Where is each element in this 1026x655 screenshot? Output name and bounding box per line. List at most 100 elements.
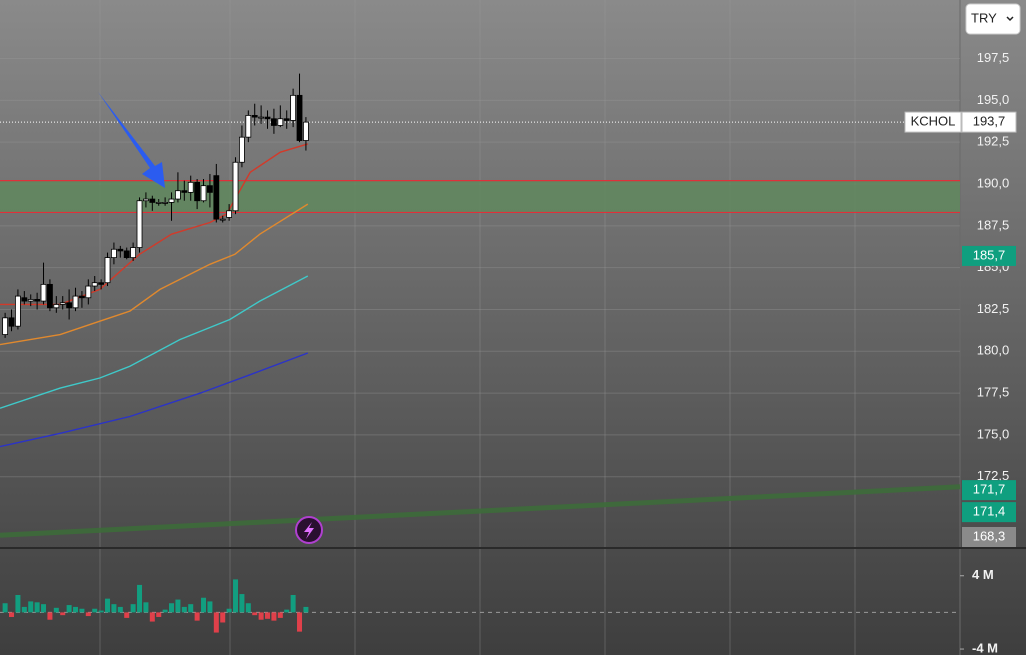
volume-bar — [226, 608, 232, 613]
candle-body — [47, 283, 53, 309]
candle-body — [136, 200, 143, 248]
volume-bar — [85, 612, 91, 617]
y-tick-label: 190,0 — [977, 175, 1010, 190]
candle-body — [111, 248, 117, 259]
candle-body — [290, 94, 297, 121]
candle-body — [91, 282, 98, 287]
symbol-label: KCHOL — [911, 114, 956, 129]
candle-body — [21, 297, 28, 302]
candle-body — [277, 118, 284, 126]
currency-box[interactable] — [965, 3, 1021, 35]
symbol-tag — [904, 111, 962, 133]
price-tag — [962, 502, 1016, 523]
candle-body — [251, 115, 258, 118]
candle-body — [232, 161, 239, 212]
y-tick-label: 175,0 — [977, 426, 1010, 441]
candle-body — [168, 198, 175, 203]
candle-body — [207, 185, 213, 193]
volume-bar — [53, 607, 59, 613]
volume-bar — [2, 603, 8, 613]
volume-bar — [265, 612, 271, 619]
candle-body — [143, 198, 149, 202]
y-tick-label: 187,5 — [977, 217, 1010, 232]
candle-body — [85, 285, 92, 299]
volume-bar — [143, 602, 149, 613]
candle-body — [15, 295, 21, 327]
candle-body — [187, 181, 194, 193]
price-tag — [961, 111, 1017, 133]
candle-body — [79, 295, 85, 299]
vertical-grid — [99, 0, 856, 655]
volume-bar — [207, 601, 213, 613]
candle-body — [27, 299, 34, 302]
volume-bar — [239, 594, 245, 613]
y-tick-label: 180,0 — [977, 343, 1010, 358]
candle-body — [194, 181, 201, 202]
volume-bar — [297, 612, 303, 632]
price-tag — [962, 245, 1016, 266]
candle-body — [117, 248, 124, 252]
candle-body — [271, 118, 277, 126]
volume-tick-label: 4 M — [972, 567, 994, 582]
candle-body — [162, 202, 169, 204]
volume-bar — [290, 594, 296, 613]
volume-bar — [15, 594, 21, 613]
y-tick-label: 195,0 — [977, 92, 1010, 107]
candle-body — [59, 302, 66, 305]
y-tick-label: 172,5 — [977, 468, 1010, 483]
candle-body — [181, 190, 188, 193]
price-tag — [962, 480, 1016, 501]
y-tick-label: 192,5 — [977, 134, 1010, 149]
volume-bar — [181, 606, 187, 613]
volume-bar — [303, 606, 309, 613]
volume-bar — [73, 606, 79, 613]
currency-button[interactable]: TRY — [965, 3, 1021, 35]
candle-body — [72, 295, 79, 309]
volume-bar — [117, 606, 123, 613]
candle-body — [53, 304, 60, 309]
candle-body — [149, 198, 156, 203]
candle-body — [200, 185, 207, 202]
price-tag-label: 185,7 — [973, 247, 1006, 262]
candle-body — [130, 247, 137, 259]
candle-body — [123, 250, 130, 259]
volume-bar — [28, 601, 34, 613]
candle-body — [66, 302, 73, 309]
level-zone — [0, 180, 960, 213]
volume-bar — [277, 612, 283, 618]
volume-bar — [130, 604, 136, 613]
y-tick-label: 182,5 — [977, 301, 1010, 316]
volume-bar — [98, 610, 104, 613]
event-icon-bolt — [304, 522, 314, 539]
volume-bar — [194, 612, 200, 621]
dropdown-chevron[interactable] — [1006, 16, 1014, 22]
volume-bar — [245, 603, 251, 613]
volume-bar — [66, 605, 72, 613]
currency-label[interactable]: TRY — [971, 10, 997, 25]
plot-layer: 172,5175,0177,5180,0182,5185,0187,5190,0… — [0, 50, 1017, 655]
candle-body — [8, 317, 15, 327]
indicator-line — [0, 275, 309, 409]
volume-bar — [41, 604, 47, 613]
indicator-line — [0, 203, 309, 346]
arrow-annotation — [98, 92, 165, 188]
volume-bar — [34, 602, 40, 613]
volume-bar — [213, 612, 219, 633]
y-tick-label: 177,5 — [977, 385, 1010, 400]
price-tag-label: 193,7 — [973, 114, 1006, 129]
candle-body — [219, 218, 226, 221]
candle-body — [40, 283, 47, 302]
volume-bar — [149, 612, 155, 622]
volume-bar — [47, 612, 53, 620]
volume-bar — [156, 612, 162, 617]
price-tag-label: 171,7 — [973, 482, 1006, 497]
volume-bar — [252, 612, 258, 616]
price-tag — [962, 527, 1016, 547]
candle-body — [226, 210, 233, 218]
volume-bar — [220, 612, 226, 623]
price-tag-label: 171,4 — [973, 504, 1006, 519]
volume-bar — [92, 608, 98, 613]
indicator-line — [0, 484, 961, 538]
